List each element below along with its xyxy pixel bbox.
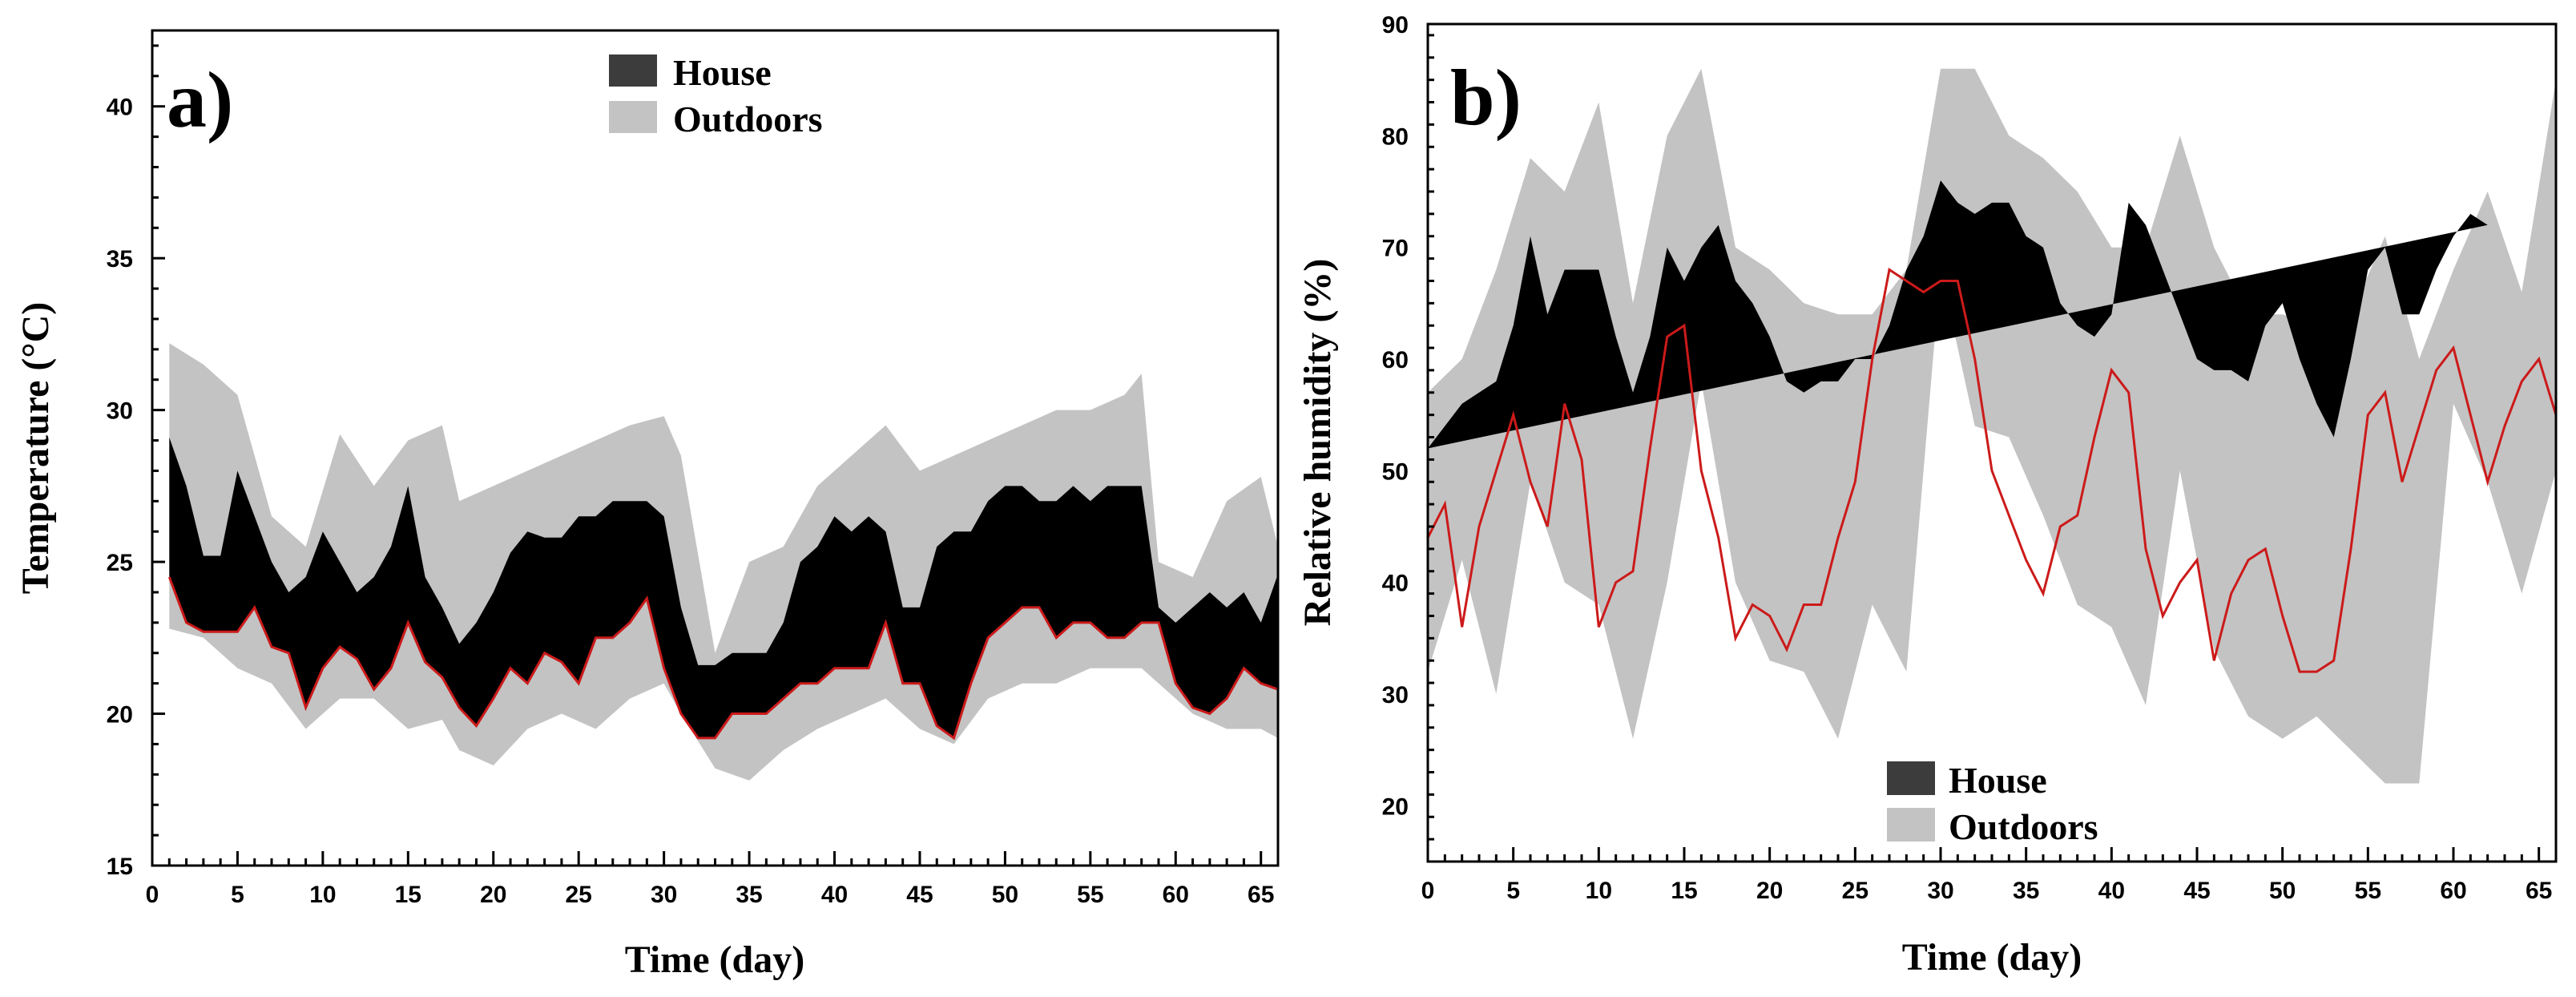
x-tick-label: 40 — [821, 882, 848, 908]
legend-outdoors-swatch — [1887, 808, 1935, 842]
panel-label: a) — [167, 55, 233, 144]
x-tick-label: 55 — [2355, 878, 2381, 904]
y-tick-label: 35 — [107, 246, 133, 272]
x-tick-label: 35 — [2013, 878, 2039, 904]
legend-house-label: House — [673, 52, 772, 93]
x-axis: 0 5 10 15 20 25 30 35 40 45 50 55 60 65 — [1421, 847, 2558, 904]
x-tick-label: 55 — [1077, 882, 1103, 908]
x-tick-label: 20 — [480, 882, 506, 908]
y-tick-label: 30 — [107, 398, 133, 425]
legend: House Outdoors — [1887, 760, 2098, 847]
house-band — [167, 437, 1279, 741]
y-tick-label: 90 — [1382, 12, 1409, 38]
x-tick-label: 50 — [992, 882, 1018, 908]
x-tick-label: 30 — [1927, 878, 1953, 904]
house-lower-edge-line — [1426, 268, 2558, 673]
panel-b-humidity: 0 5 10 15 20 25 30 35 40 45 50 55 60 65 20 30 40 50 60 70 8… — [1296, 12, 2558, 979]
y-tick-label: 20 — [107, 702, 133, 729]
y-tick-label: 40 — [107, 95, 133, 121]
legend-house-swatch — [609, 54, 657, 87]
house-band — [1426, 180, 2558, 673]
panel-a-temperature: 0 5 10 15 20 25 30 35 40 45 50 55 60 65 152025303540 … — [14, 29, 1280, 981]
panel-label: b) — [1450, 53, 1522, 142]
house-lower-edge-line — [167, 576, 1279, 741]
x-tick-label: 40 — [2098, 878, 2125, 904]
y-tick-label: 70 — [1382, 236, 1409, 262]
legend: House Outdoors — [609, 52, 823, 139]
x-axis-title: Time (day) — [625, 938, 804, 981]
x-axis-title: Time (day) — [1902, 936, 2082, 979]
y-axis: 15 20 25 30 35 40 — [107, 44, 165, 880]
legend-outdoors-label: Outdoors — [1949, 806, 2098, 847]
house-range-area — [169, 437, 1278, 738]
legend-outdoors-label: Outdoors — [673, 99, 823, 139]
y-axis-title: Relative humidity (%) — [1296, 259, 1339, 627]
y-axis: 20 30 40 50 60 70 80 90 — [1382, 12, 1434, 863]
x-tick-label: 65 — [2526, 878, 2552, 904]
x-tick-label: 25 — [566, 882, 592, 908]
x-tick-label: 45 — [2183, 878, 2210, 904]
outdoors-range-area — [1428, 68, 2556, 784]
x-tick-label: 35 — [736, 882, 762, 908]
y-tick-label: 25 — [107, 550, 133, 576]
x-tick-label: 10 — [309, 882, 336, 908]
x-axis: 0 5 10 15 20 25 30 35 40 45 50 55 60 65 — [146, 851, 1280, 908]
x-tick-label: 60 — [1163, 882, 1189, 908]
x-tick-label: 5 — [1506, 878, 1520, 904]
y-tick-label: 80 — [1382, 123, 1409, 150]
outdoors-band — [1428, 68, 2556, 784]
x-tick-label: 45 — [906, 882, 933, 908]
y-tick-label: 40 — [1382, 571, 1409, 597]
y-tick-label: 50 — [1382, 458, 1409, 485]
x-tick-label: 20 — [1756, 878, 1783, 904]
x-tick-label: 10 — [1586, 878, 1612, 904]
x-tick-label: 15 — [1671, 878, 1697, 904]
legend-house-label: House — [1949, 760, 2047, 801]
x-tick-label: 15 — [395, 882, 421, 908]
x-tick-label: 50 — [2269, 878, 2296, 904]
x-tick-label: 60 — [2440, 878, 2466, 904]
y-tick-label: 60 — [1382, 347, 1409, 373]
x-tick-label: 5 — [231, 882, 244, 908]
x-tick-label: 25 — [1842, 878, 1869, 904]
x-tick-label: 0 — [146, 882, 159, 908]
legend-outdoors-swatch — [609, 101, 657, 133]
legend-house-swatch — [1887, 761, 1935, 795]
y-tick-label: 30 — [1382, 682, 1409, 708]
x-tick-label: 0 — [1421, 878, 1435, 904]
x-tick-label: 30 — [651, 882, 677, 908]
x-tick-label: 65 — [1248, 882, 1274, 908]
y-axis-title: Temperature (°C) — [14, 302, 57, 594]
house-range-area — [1428, 180, 2488, 449]
y-tick-label: 20 — [1382, 793, 1409, 820]
y-tick-label: 15 — [107, 854, 133, 880]
